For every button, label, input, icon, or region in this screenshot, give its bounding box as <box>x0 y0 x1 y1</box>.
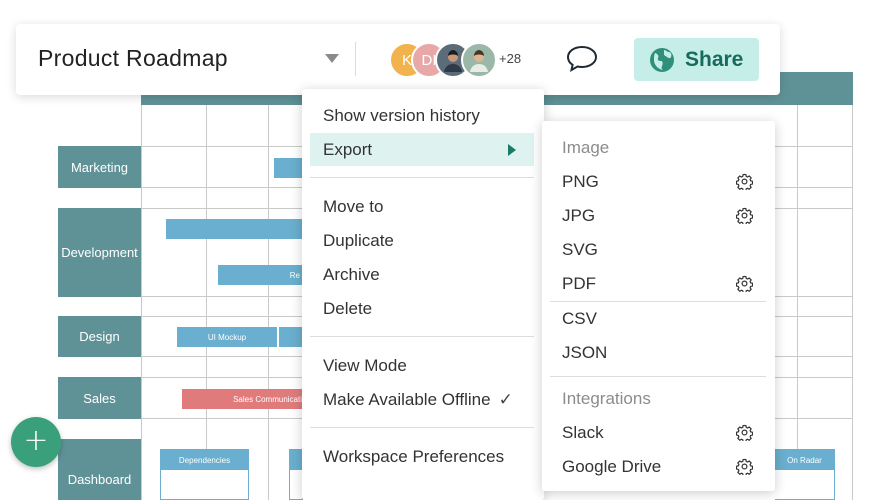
menu-item-label: Export <box>323 139 373 159</box>
menu-divider <box>310 336 534 337</box>
menu-item-label: Move to <box>323 196 384 216</box>
export-item-label: JPG <box>562 205 596 225</box>
submenu-heading-image: Image <box>562 138 610 157</box>
export-item-label: CSV <box>562 308 597 328</box>
checkmark-icon: ✓ <box>498 389 513 410</box>
toolbar-divider <box>355 42 356 76</box>
menu-item-label: Show version history <box>323 105 480 125</box>
menu-item-archive[interactable]: Archive <box>302 258 544 291</box>
roadmap-bar-sales-communication[interactable]: Sales Communicati <box>182 389 302 409</box>
export-csv[interactable]: CSV <box>542 302 775 335</box>
menu-item-label: Delete <box>323 298 373 318</box>
export-google-drive[interactable]: Google Drive <box>542 450 775 483</box>
lane-development[interactable]: Development <box>58 208 141 297</box>
dependencies-card[interactable]: Dependencies <box>160 449 249 500</box>
grid-line <box>268 105 269 500</box>
menu-item-label: Make Available Offline <box>323 389 491 409</box>
menu-item-version-history[interactable]: Show version history <box>302 99 544 132</box>
export-item-label: PDF <box>562 273 596 293</box>
gear-icon[interactable] <box>736 424 753 441</box>
menu-item-duplicate[interactable]: Duplicate <box>302 224 544 257</box>
submenu-divider <box>550 376 766 377</box>
export-item-label: SVG <box>562 239 598 259</box>
export-item-label: Google Drive <box>562 456 662 476</box>
menu-item-move-to[interactable]: Move to <box>302 190 544 223</box>
menu-item-offline[interactable]: Make Available Offline ✓ <box>302 383 544 416</box>
export-jpg[interactable]: JPG <box>542 199 775 232</box>
export-pdf[interactable]: PDF <box>542 267 775 300</box>
roadmap-bar-ui-mockup[interactable]: UI Mockup <box>177 327 277 347</box>
lane-design[interactable]: Design <box>58 316 141 357</box>
export-svg[interactable]: SVG <box>542 233 775 266</box>
gear-icon[interactable] <box>736 173 753 190</box>
card-title <box>290 450 302 470</box>
export-submenu: Image PNG JPG SVG PDF CSV JSON Integrati… <box>542 121 775 491</box>
on-radar-card[interactable]: On Radar <box>775 449 835 500</box>
avatar-overflow-count[interactable]: +28 <box>499 51 522 66</box>
menu-item-label: Workspace Preferences <box>323 446 505 466</box>
grid-line <box>797 105 798 500</box>
document-title[interactable]: Product Roadmap <box>38 45 228 71</box>
chevron-down-icon[interactable] <box>325 54 339 63</box>
export-item-label: PNG <box>562 171 599 191</box>
share-label: Share <box>685 47 744 71</box>
chevron-right-icon <box>508 144 516 156</box>
document-options-menu: Show version history Export Move to Dupl… <box>302 89 544 500</box>
chat-icon[interactable] <box>565 44 599 74</box>
export-json[interactable]: JSON <box>542 336 775 369</box>
gear-icon[interactable] <box>736 458 753 475</box>
roadmap-bar[interactable]: Re <box>218 265 302 285</box>
gear-icon[interactable] <box>736 207 753 224</box>
grid-line <box>852 105 853 500</box>
lane-sales[interactable]: Sales <box>58 377 141 419</box>
share-button[interactable]: Share <box>634 38 759 81</box>
menu-item-view-mode[interactable]: View Mode <box>302 349 544 382</box>
lane-marketing[interactable]: Marketing <box>58 146 141 188</box>
export-png[interactable]: PNG <box>542 165 775 198</box>
grid-line <box>141 105 142 500</box>
menu-item-label: View Mode <box>323 355 407 375</box>
avatar[interactable] <box>461 42 497 78</box>
gear-icon[interactable] <box>736 275 753 292</box>
menu-item-export[interactable]: Export <box>310 133 534 166</box>
menu-divider <box>310 177 534 178</box>
menu-item-label: Duplicate <box>323 230 394 250</box>
lane-dashboard[interactable]: Dashboard <box>58 439 141 500</box>
menu-divider <box>310 427 534 428</box>
person-icon <box>444 50 462 72</box>
globe-icon <box>650 47 674 72</box>
card-title: Dependencies <box>161 450 248 470</box>
person-icon <box>470 50 488 72</box>
roadmap-bar[interactable] <box>279 327 302 347</box>
add-fab-button[interactable]: + <box>11 417 61 467</box>
menu-item-delete[interactable]: Delete <box>302 292 544 325</box>
menu-item-label: Archive <box>323 264 380 284</box>
roadmap-bar[interactable] <box>274 158 302 178</box>
export-item-label: Slack <box>562 422 604 442</box>
grid-line <box>206 105 207 500</box>
export-slack[interactable]: Slack <box>542 416 775 449</box>
card-title: On Radar <box>775 450 834 470</box>
submenu-heading-integrations: Integrations <box>562 389 651 408</box>
export-item-label: JSON <box>562 342 608 362</box>
menu-item-workspace-preferences[interactable]: Workspace Preferences <box>302 440 544 473</box>
top-toolbar: Product Roadmap K DI +28 Share <box>16 24 780 95</box>
roadmap-card[interactable] <box>289 449 303 500</box>
roadmap-bar[interactable] <box>166 219 302 239</box>
submenu-divider <box>550 301 766 302</box>
